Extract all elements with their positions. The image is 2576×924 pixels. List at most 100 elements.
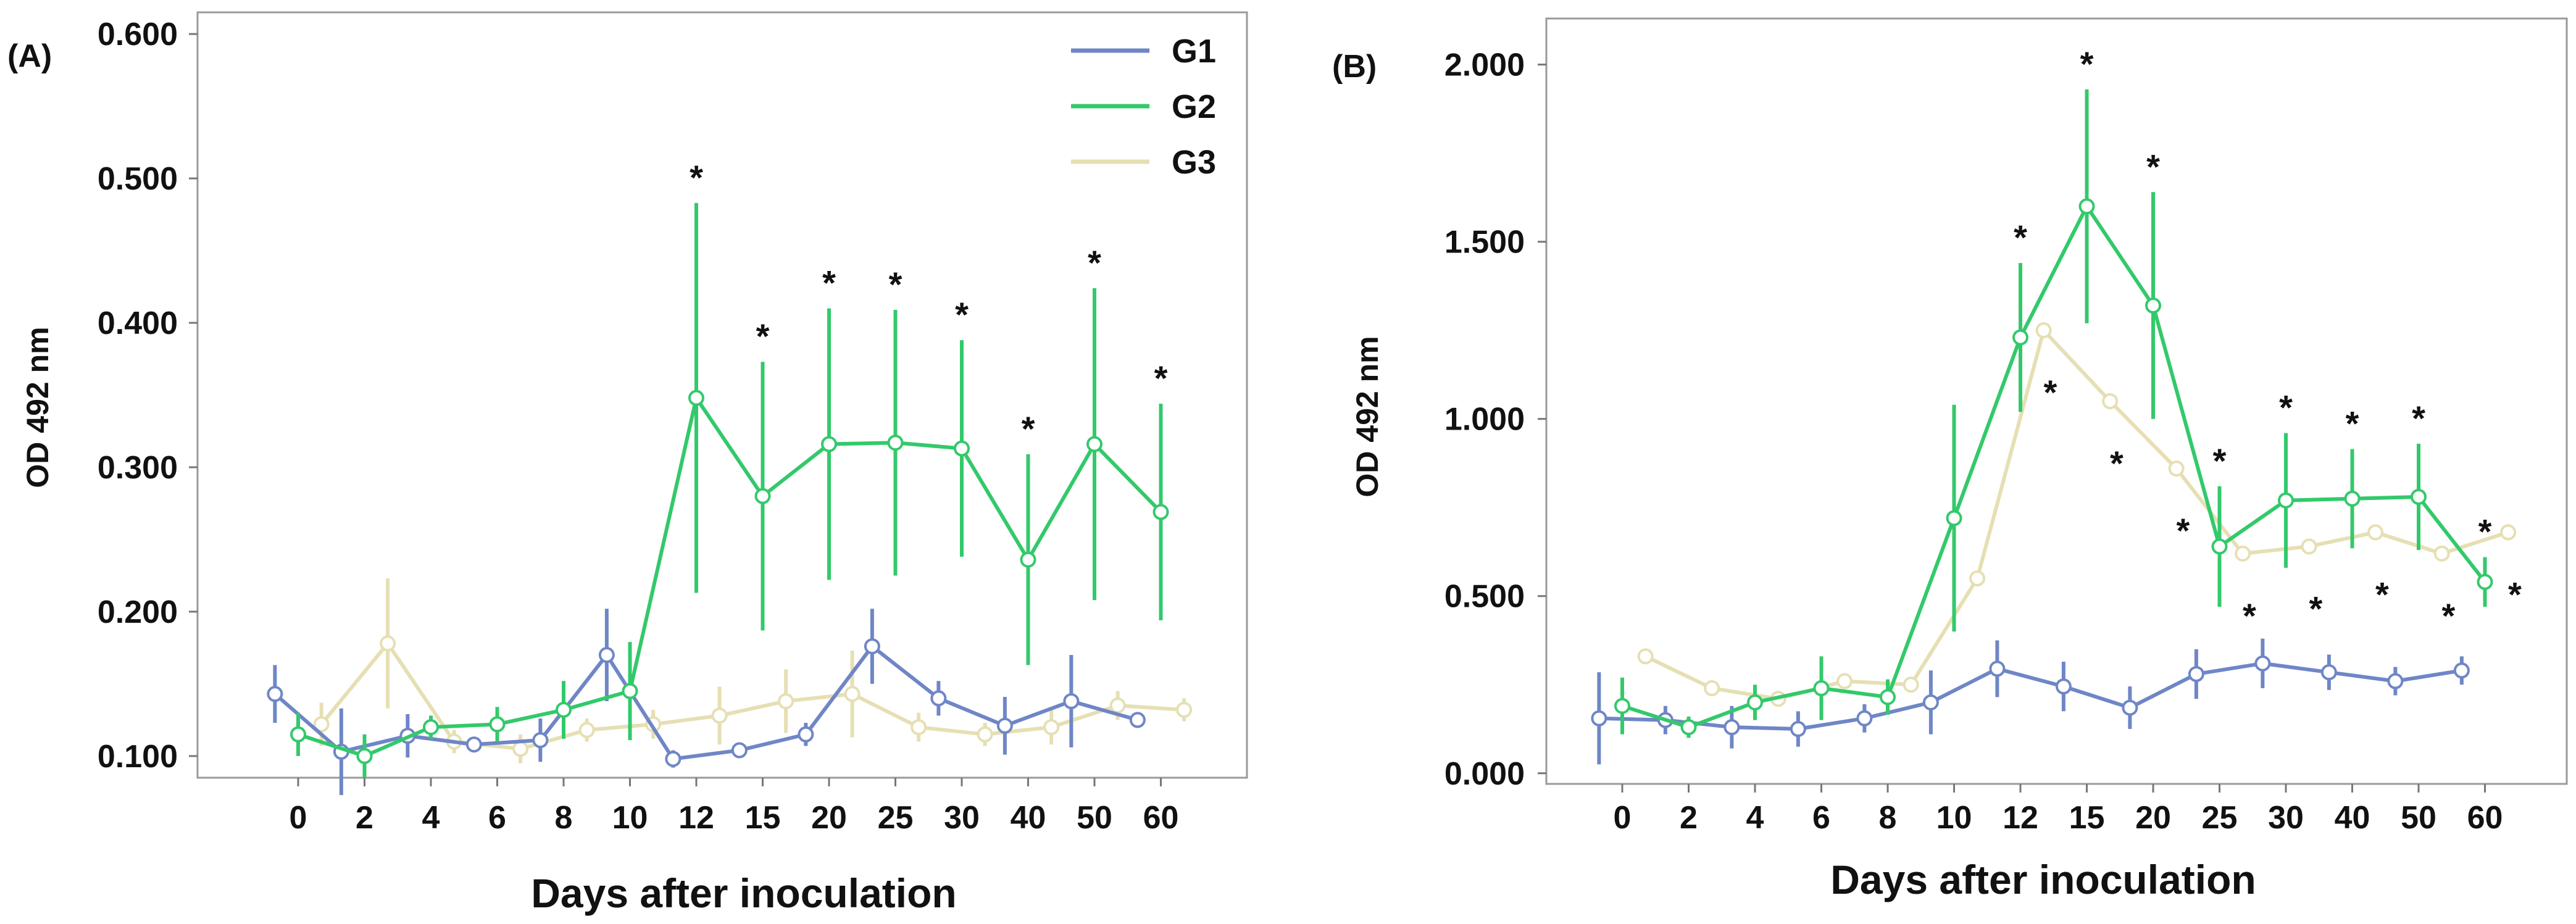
panel-b-point-g2 [2477,573,2493,590]
panel-b-x-tick-label: 40 [2335,800,2370,836]
panel-b-x-tick-label: 20 [2135,800,2171,836]
panel-b-significance-star-g3: * [2110,444,2124,483]
panel-a-x-tick-label: 20 [811,800,847,836]
panel-b-x-tick-label: 25 [2202,800,2238,836]
panel-a-x-tick-label: 0 [290,800,307,836]
panel-b-point-g2 [1946,510,1962,527]
panel-b-point-g2 [2278,492,2294,509]
panel-b-x-tick-label: 10 [1936,800,1972,836]
panel-b-point-g3 [2102,393,2119,409]
panel-a-point-g3 [1109,697,1126,714]
panel-a-x-tick-label: 10 [612,800,648,836]
panel-a-point-g2 [290,726,306,743]
panel-b-line-g2 [1622,204,2486,730]
panel-a-point-g3 [977,726,993,743]
panel-a-y-tick-label: 0.500 [98,161,178,197]
panel-a-point-g1 [930,690,947,707]
panel-a-y-tick-label: 0.300 [98,450,178,486]
panel-b-plot-frame [1545,17,2568,785]
panel-b-point-g2 [2012,329,2028,346]
panel-b-x-tick-label: 12 [2003,800,2038,836]
panel-a-point-g3 [1043,719,1060,736]
panel-a-point-g3 [578,722,595,738]
panel-b-significance-star: * [2478,512,2492,551]
panel-a-point-g3 [512,741,529,757]
panel-b-point-g3 [2235,545,2251,562]
panel-b-label: (B) [1332,49,1377,85]
panel-b-point-g2 [2344,490,2361,507]
panel-a-point-g2 [954,440,970,457]
panel-a-significance-star: * [1022,409,1035,448]
panel-a-point-g3 [911,719,927,736]
panel-b-point-g1 [1856,710,1873,726]
panel-b-point-g2 [2078,198,2095,215]
panel-a-significance-star: * [1154,359,1168,397]
panel-b-point-g3 [2433,545,2450,562]
panel-a-y-ticks: 0.100 0.200 0.300 0.400 0.500 0.600 [98,17,198,775]
panel-a-point-g1 [864,638,880,655]
panel-b-y-tick-label: 0.000 [1444,756,1525,792]
panel-b-x-tick-label: 4 [1746,800,1764,836]
panel-b-significance-star: * [2346,404,2359,443]
panel-b-point-g3 [1903,676,1919,693]
panel-a-point-g1 [598,647,615,664]
panel-b-x-tick-label: 60 [2467,800,2503,836]
panel-a-x-tick-label: 6 [488,800,506,836]
panel-b-x-axis-title: Days after inoculation [1830,857,2256,902]
panel-a-point-g3 [1176,702,1193,718]
legend-label-g3: G3 [1172,144,1216,181]
panel-a-point-g1 [1129,712,1146,728]
panel-b-point-g2 [2411,489,2427,505]
panel-a-x-tick-label: 50 [1077,800,1112,836]
panel-a-x-tick-label: 12 [678,800,714,836]
panel-b-y-tick-label: 1.000 [1444,402,1525,438]
panel-b-y-tick-label: 0.500 [1444,579,1525,615]
panel-b-series-g1 [1591,638,2470,765]
panel-a-line-g1 [273,644,1138,761]
panel-a-point-g2 [887,435,904,451]
panel-a-point-g2 [556,702,572,718]
panel-a-x-tick-label: 40 [1011,800,1046,836]
panel-a-point-g2 [423,719,439,736]
panel-b-significance-star: * [2279,388,2293,427]
panel-a-point-g1 [665,751,682,767]
panel-b-significance-star: * [2146,147,2160,186]
panel-b-point-g2 [1614,697,1630,714]
panel-b-y-ticks: 0.000 0.500 1.000 1.500 2.000 [1444,48,1546,792]
panel-b-x-tick-label: 30 [2268,800,2304,836]
panel-b-point-g1 [2254,655,2271,672]
panel-a-point-g2 [754,488,771,504]
panel-b-line-g1 [1599,661,2462,731]
panel-b-significance-star: * [2080,44,2094,83]
panel-b-significance-star: * [2014,218,2027,257]
panel-a-significance-star: * [889,265,902,304]
panel-a-line-g2 [298,396,1162,758]
panel-b-x-tick-label: 0 [1614,800,1632,836]
panel-b-point-g2 [2211,538,2228,555]
panel-b-point-g2 [2145,298,2161,314]
panel-b-point-g2 [1813,680,1830,696]
panel-b-point-g2 [1880,689,1896,705]
panel-b-significance-star-g3: * [2176,511,2190,550]
panel-b-x-tick-label: 6 [1812,800,1830,836]
panel-a-point-g2 [622,683,638,699]
panel-b-point-g3 [2168,460,2185,477]
panel-a-significance-star: * [822,264,836,302]
panel-b-x-tick-label: 15 [2069,800,2105,836]
panel-b-x-tick-label: 50 [2401,800,2436,836]
panel-b-series-g2 [1614,89,2493,738]
panel-a-x-axis-title: Days after inoculation [531,870,957,916]
panel-b-point-g3 [1836,673,1853,689]
panel-a-significance-marks: * * * * * * * * [690,158,1168,448]
panel-b-significance-marks: * * * * * * * * * * * * * * * * [2014,44,2522,635]
panel-b-point-g3 [2367,524,2384,541]
panel-b-point-g1 [2320,664,2337,681]
panel-b-significance-star: * [2412,399,2425,438]
panel-b-x-tick-label: 8 [1879,800,1897,836]
panel-b-point-g1 [2387,673,2404,689]
panel-b-point-g1 [2122,699,2138,716]
panel-b-point-g3 [1637,648,1654,665]
panel-a-point-g1 [1063,693,1080,709]
panel-a-x-tick-label: 25 [878,800,914,836]
panel-a-point-g1 [465,736,482,753]
